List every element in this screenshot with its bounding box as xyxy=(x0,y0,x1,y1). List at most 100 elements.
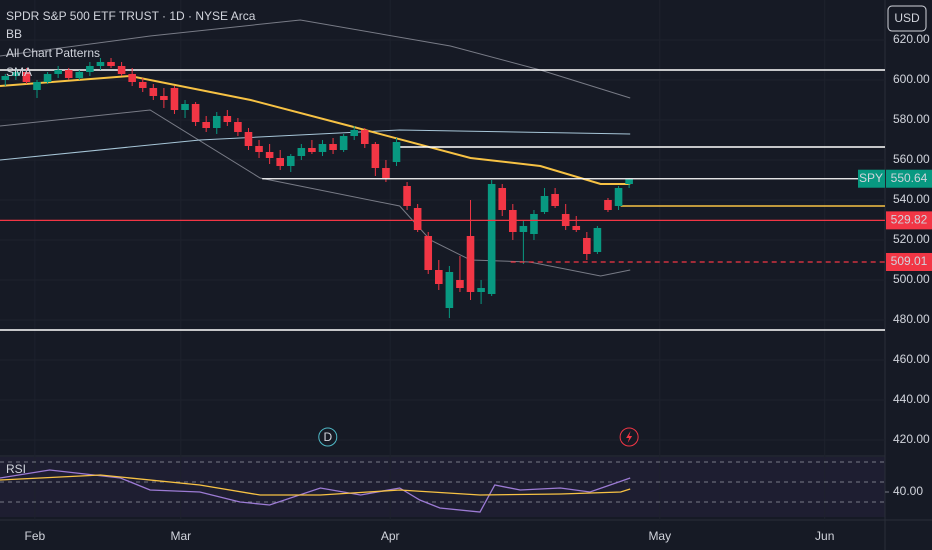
x-tick-label: Feb xyxy=(25,529,46,543)
candle-body xyxy=(255,146,263,152)
rsi-title: RSI xyxy=(6,462,26,476)
rsi-line xyxy=(0,474,631,496)
candle-body xyxy=(551,194,559,206)
price-tag xyxy=(886,252,932,271)
candle-body xyxy=(202,122,210,128)
currency-button[interactable] xyxy=(887,5,927,32)
candle-body xyxy=(382,168,390,178)
indicator-label: All Chart Patterns xyxy=(6,46,100,60)
candle-body xyxy=(86,66,94,72)
candle-body xyxy=(509,210,517,232)
candle-body xyxy=(604,200,612,210)
candle-body xyxy=(138,82,147,88)
event-icon xyxy=(318,427,338,447)
overlay-line xyxy=(0,74,631,185)
candle-body xyxy=(12,72,20,76)
candle-body xyxy=(445,272,454,308)
symbol-tag-label: SPY xyxy=(859,171,883,185)
x-tick-label: Apr xyxy=(381,529,400,543)
x-tick-label: Jun xyxy=(815,529,834,543)
overlay-line xyxy=(0,19,631,99)
candle-body xyxy=(350,130,359,136)
event-label: D xyxy=(323,430,332,444)
symbol-tag xyxy=(858,169,885,188)
y-tick-label: 440.00 xyxy=(893,392,930,406)
overlay-line xyxy=(0,129,631,161)
event-bolt xyxy=(626,431,633,443)
y-tick-label: 520.00 xyxy=(893,232,930,246)
candle-body xyxy=(498,188,507,210)
x-tick-label: Mar xyxy=(170,529,191,543)
candle-body xyxy=(308,148,316,152)
candle-body xyxy=(223,116,232,122)
price-tag-label: 509.01 xyxy=(891,254,928,268)
candle-body xyxy=(1,76,10,80)
price-tag xyxy=(886,169,932,188)
candle-body xyxy=(540,196,549,212)
candle-body xyxy=(128,74,136,82)
rsi-pane xyxy=(0,457,885,517)
candle-body xyxy=(403,186,411,206)
candle-body xyxy=(434,270,443,284)
rsi-tick-label: 40.00 xyxy=(893,484,923,498)
candle-body xyxy=(276,158,284,166)
indicator-label: BB xyxy=(6,27,22,41)
candle-body xyxy=(64,70,73,78)
candle-body xyxy=(149,88,158,96)
price-tag-label: 550.64 xyxy=(891,171,928,185)
candle-body xyxy=(519,226,528,232)
candle-body xyxy=(170,88,179,110)
indicator-label: SMA xyxy=(6,65,32,79)
candle-body xyxy=(117,66,126,74)
candle-body xyxy=(614,188,623,206)
candle-body xyxy=(191,104,200,122)
candle-body xyxy=(54,70,62,74)
candle-body xyxy=(43,74,52,82)
y-tick-label: 580.00 xyxy=(893,112,930,126)
candle-body xyxy=(234,122,242,132)
candle-body xyxy=(107,62,115,66)
candle-body xyxy=(318,144,327,152)
candle-body xyxy=(212,116,221,128)
candle-body xyxy=(572,226,581,230)
candle-body xyxy=(22,72,31,82)
candle-body xyxy=(360,130,369,144)
candle-body xyxy=(625,178,633,184)
y-tick-label: 600.00 xyxy=(893,72,930,86)
candle-body xyxy=(392,142,401,162)
candle-body xyxy=(33,82,41,90)
y-tick-label: 540.00 xyxy=(893,192,930,206)
candle-body xyxy=(181,104,189,110)
y-tick-label: 480.00 xyxy=(893,312,930,326)
y-tick-label: 500.00 xyxy=(893,272,930,286)
candle-body xyxy=(477,288,485,292)
candle-body xyxy=(286,156,295,166)
candle-body xyxy=(487,184,496,294)
candle-body xyxy=(339,136,348,150)
candle-body xyxy=(96,62,105,66)
candle-body xyxy=(593,228,602,252)
candle-body xyxy=(297,148,306,156)
candle-body xyxy=(530,214,538,234)
candle-body xyxy=(265,152,274,158)
price-tag xyxy=(886,211,932,230)
currency-label[interactable]: USD xyxy=(894,11,920,25)
y-tick-label: 620.00 xyxy=(893,32,930,46)
y-tick-label: 420.00 xyxy=(893,432,930,446)
candle-body xyxy=(466,236,475,292)
chart-title: SPDR S&P 500 ETF TRUST · 1D · NYSE Arca xyxy=(6,9,256,23)
candle-body xyxy=(583,238,591,254)
y-tick-label: 460.00 xyxy=(893,352,930,366)
candle-body xyxy=(413,208,422,230)
main-pane xyxy=(0,19,885,331)
candle-body xyxy=(244,132,253,146)
price-tag-label: 529.82 xyxy=(891,213,928,227)
candle-body xyxy=(424,236,433,270)
candle-body xyxy=(160,96,168,100)
candle-body xyxy=(456,280,464,288)
rsi-line xyxy=(0,469,631,513)
x-tick-label: May xyxy=(648,529,671,543)
candle-body xyxy=(329,144,337,150)
